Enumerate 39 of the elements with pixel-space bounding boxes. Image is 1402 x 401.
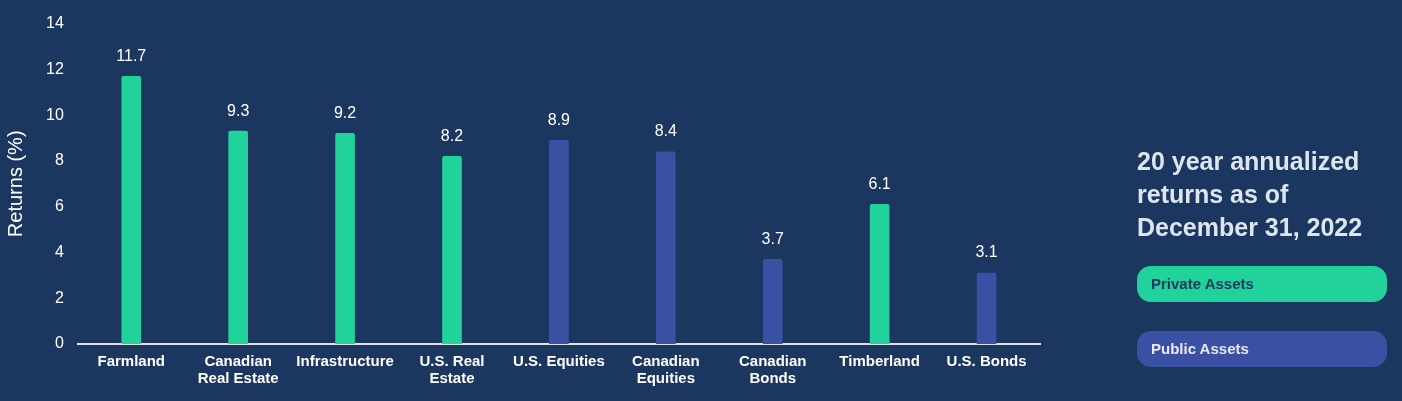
bar [762, 258, 783, 344]
data-label: 9.2 [333, 103, 357, 121]
x-tick-label: Farmland [97, 352, 166, 370]
text: 20 year annualized returns as of December 31, 2022 [1137, 146, 1364, 243]
x-tick-label: U.S. Bonds [946, 352, 1027, 370]
y-tick-label: 6 [54, 197, 64, 215]
y-tick-label: 2 [54, 288, 64, 306]
y-tick-label: 0 [54, 334, 64, 352]
x-tick-label: U.S. Real Estate [419, 352, 485, 386]
x-tick-label: Timberland [839, 352, 920, 370]
y-axis-title: Returns (%) [3, 130, 26, 238]
x-tick-label: Canadian Real Estate [197, 352, 279, 386]
data-label: 6.1 [868, 174, 891, 192]
data-label: 8.2 [440, 126, 464, 144]
data-label: 8.9 [547, 110, 571, 128]
x-tick-label: Canadian Equities [632, 352, 700, 386]
bar [549, 139, 569, 344]
bar [442, 156, 462, 344]
x-tick-label: Infrastructure [296, 352, 394, 370]
y-tick-label: 8 [54, 151, 64, 169]
x-tick-label: U.S. Equities [513, 352, 605, 370]
text: Public Assets [1137, 331, 1387, 367]
bar [335, 133, 355, 344]
x-tick-label: Canadian Bonds [738, 352, 807, 386]
text: Private Assets [1137, 266, 1387, 302]
y-tick-label: 12 [46, 59, 64, 77]
y-tick-label: 4 [54, 242, 64, 260]
bar [655, 151, 676, 344]
bar [121, 75, 142, 344]
data-label: 3.1 [975, 243, 998, 261]
bar [976, 272, 997, 344]
y-tick-label: 10 [46, 105, 64, 123]
bar [869, 204, 890, 344]
y-tick-label: 14 [46, 14, 64, 32]
data-label: 11.7 [116, 46, 147, 64]
data-label: 9.3 [227, 101, 250, 119]
data-label: 3.7 [761, 229, 784, 247]
bar [228, 130, 248, 344]
data-label: 8.4 [654, 122, 678, 140]
